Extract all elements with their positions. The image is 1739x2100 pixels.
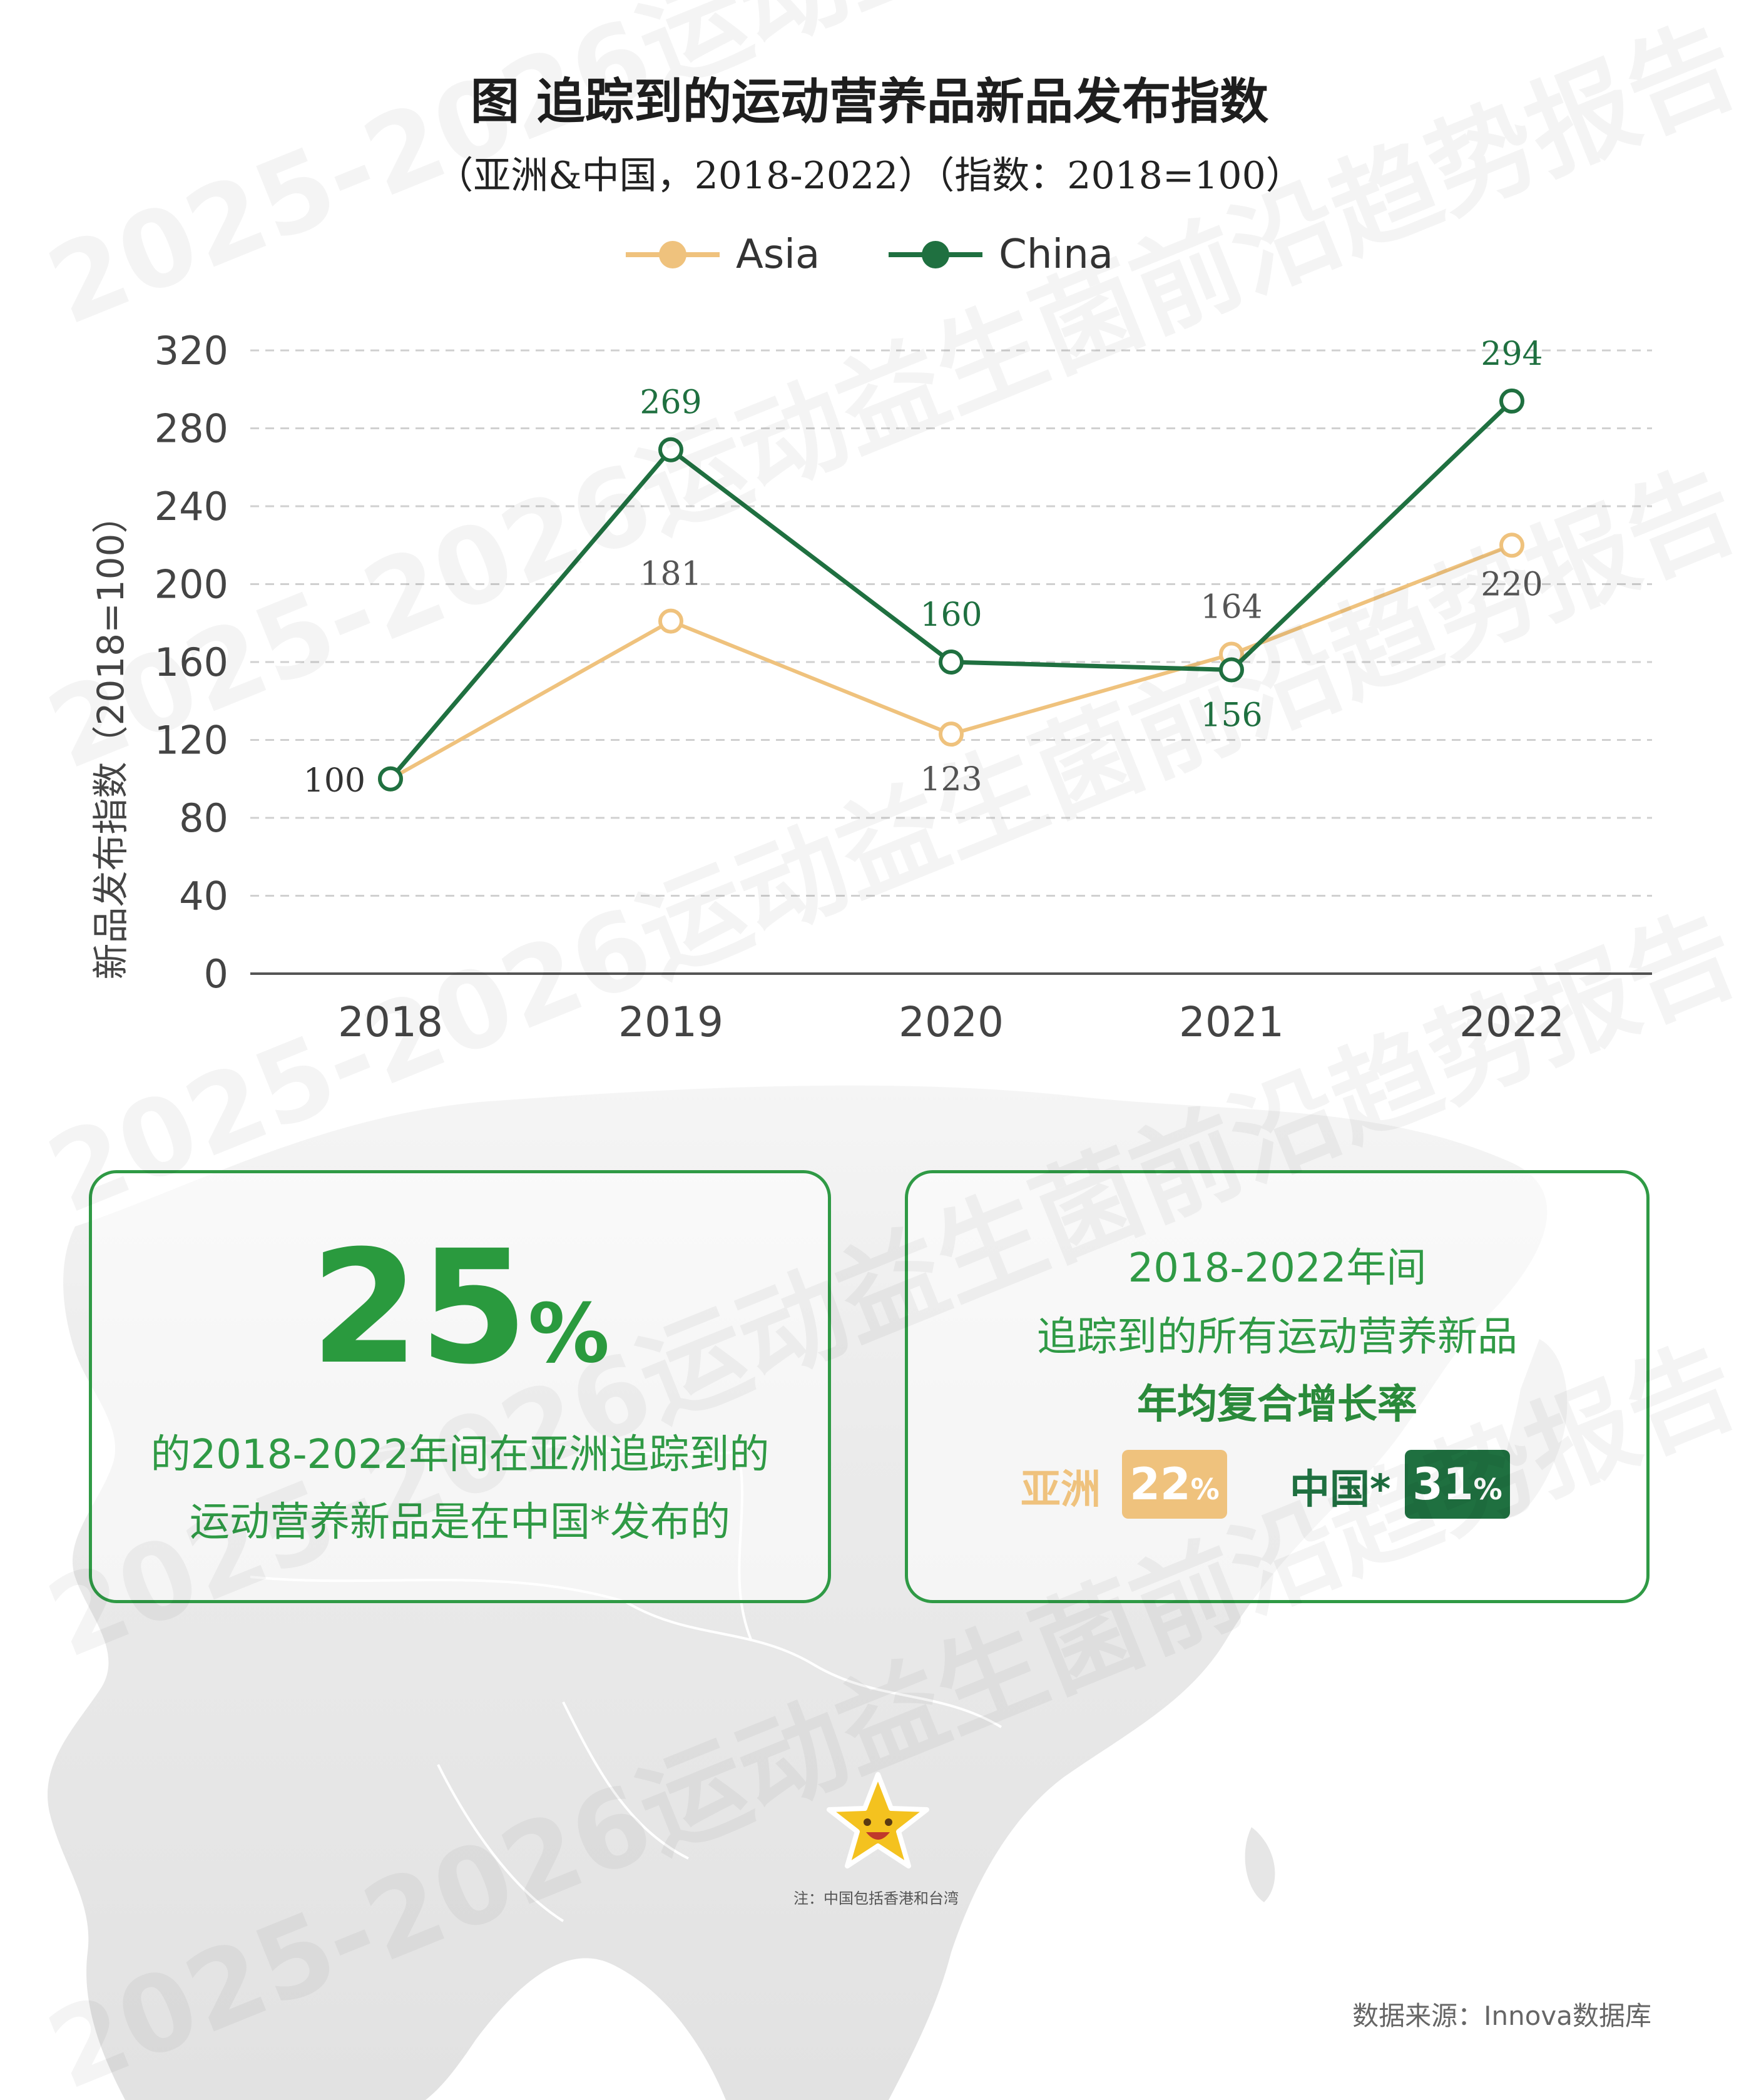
x-tick-label-2020: 2020 [899, 998, 1004, 1046]
legend-swatch-china [889, 238, 983, 272]
data-point-china-2022 [1499, 388, 1524, 414]
data-label-asia-2021: 164 [1200, 589, 1262, 626]
data-point-asia-2020 [939, 721, 964, 747]
cagr-card: 2018-2022年间 追踪到的所有运动营养新品 年均复合增长率 亚洲 22% … [905, 1170, 1650, 1603]
china-cagr-suffix: % [1473, 1472, 1502, 1506]
data-label-china-2018: 100 [303, 762, 365, 800]
legend-item-china: China [889, 232, 1113, 278]
cagr-title: 年均复合增长率 [1137, 1382, 1417, 1428]
data-point-china-2018 [378, 766, 403, 792]
china-share-percent: 25% [92, 1230, 828, 1386]
data-point-china-2020 [939, 650, 964, 675]
legend-item-asia: Asia [626, 232, 820, 278]
chart-title: 图 追踪到的运动营养品新品发布指数 [470, 74, 1269, 130]
share-text-line1: 的2018-2022年间在亚洲追踪到的 [150, 1432, 770, 1478]
data-point-asia-2019 [658, 608, 683, 634]
data-label-china-2020: 160 [920, 596, 982, 634]
data-label-asia-2022: 220 [1481, 566, 1543, 603]
share-card: 25% 的2018-2022年间在亚洲追踪到的 运动营养新品是在中国*发布的 [89, 1170, 831, 1603]
china-cagr-badge: 31% [1405, 1450, 1510, 1519]
asia-cagr-suffix: % [1190, 1472, 1220, 1506]
legend-label-asia: Asia [736, 232, 820, 278]
chart-legend: Asia China [0, 232, 1739, 278]
y-tick-label-80: 80 [179, 795, 228, 841]
china-share-suffix: % [528, 1286, 610, 1381]
x-tick-label-2021: 2021 [1179, 998, 1284, 1046]
y-tick-label-0: 0 [204, 951, 228, 997]
china-cagr-label: 中国* [1290, 1467, 1391, 1513]
cagr-badges: 亚洲 22% 中国* 31% [908, 1450, 1646, 1519]
data-point-china-2021 [1219, 657, 1244, 683]
asia-cagr-label: 亚洲 [1021, 1467, 1101, 1513]
y-tick-label-120: 120 [155, 718, 228, 763]
star-mascot-icon [827, 1772, 929, 1868]
line-chart: 0 40 80 120 160 200 240 280 320 2018 2019 2020 2021 2… [155, 328, 1652, 1046]
y-tick-label-280: 280 [155, 406, 228, 452]
chart-subtitle: （亚洲&中国，2018-2022）（指数：2018=100） [436, 154, 1303, 198]
cagr-period: 2018-2022年间 [1128, 1245, 1427, 1292]
data-label-china-2021: 156 [1200, 696, 1262, 734]
china-cagr-value: 31 [1412, 1459, 1474, 1510]
data-label-asia-2019: 181 [640, 556, 701, 593]
x-tick-label-2022: 2022 [1459, 998, 1564, 1046]
cagr-description: 追踪到的所有运动营养新品 [1037, 1314, 1517, 1360]
data-point-asia-2022 [1499, 533, 1524, 558]
y-tick-label-200: 200 [155, 562, 228, 608]
data-label-china-2019: 269 [640, 384, 701, 422]
y-tick-label-320: 320 [155, 328, 228, 374]
data-source: 数据来源：Innova数据库 [1352, 2001, 1651, 2031]
footnote: 注：中国包括香港和台湾 [793, 1890, 959, 1907]
data-label-asia-2020: 123 [920, 761, 982, 798]
china-share-value: 25 [310, 1216, 528, 1399]
y-tick-label-40: 40 [179, 874, 228, 919]
y-tick-label-240: 240 [155, 484, 228, 529]
share-text-line2: 运动营养新品是在中国*发布的 [190, 1499, 730, 1546]
data-point-china-2019 [658, 437, 683, 462]
y-tick-label-160: 160 [155, 640, 228, 685]
asia-cagr-badge: 22% [1122, 1450, 1227, 1519]
asia-cagr-value: 22 [1130, 1459, 1191, 1510]
x-tick-label-2018: 2018 [338, 998, 443, 1046]
legend-label-china: China [999, 232, 1113, 278]
x-tick-label-2019: 2019 [618, 998, 723, 1046]
data-label-china-2022: 294 [1481, 335, 1543, 373]
legend-swatch-asia [626, 238, 720, 272]
